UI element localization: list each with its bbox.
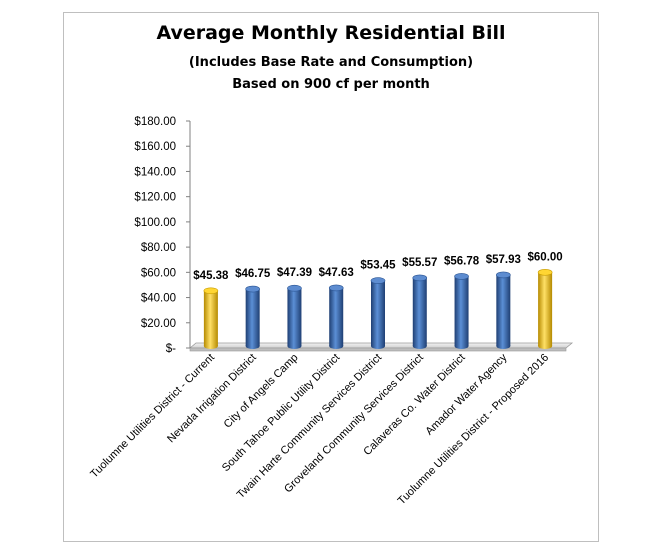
bar-top xyxy=(537,269,553,276)
bar-top xyxy=(245,285,260,293)
bar-base xyxy=(454,343,469,349)
bar xyxy=(287,284,302,349)
bar-top xyxy=(203,287,219,295)
bar xyxy=(370,277,386,349)
y-tick-label: $100.00 xyxy=(134,217,176,229)
bar-base xyxy=(412,343,427,349)
bar xyxy=(203,287,219,349)
bar-body xyxy=(287,288,302,346)
bar xyxy=(328,284,344,349)
bar-top xyxy=(328,284,344,292)
bar-body xyxy=(538,272,553,346)
data-label: $53.45 xyxy=(360,260,396,272)
bar-base xyxy=(538,343,553,349)
bar-base xyxy=(371,343,385,349)
x-tick-label: Amador Water Agency xyxy=(423,351,509,437)
bar-body xyxy=(371,280,385,346)
data-label: $55.57 xyxy=(402,257,437,269)
x-tick-label: City of Angels Camp xyxy=(222,352,301,431)
bar-base xyxy=(203,343,218,349)
bar xyxy=(454,273,469,349)
bar-base xyxy=(496,343,511,349)
bar-top xyxy=(454,273,469,280)
data-label: $46.75 xyxy=(235,268,271,280)
bar-body xyxy=(329,287,344,346)
chart-title: Average Monthly Residential Bill xyxy=(156,22,506,44)
y-tick-label: $20.00 xyxy=(141,318,176,330)
data-label: $60.00 xyxy=(528,251,563,263)
bar-top xyxy=(287,284,302,292)
bar-body xyxy=(203,290,218,346)
bar-series xyxy=(203,269,553,349)
chart-subtitle: (Includes Base Rate and Consumption) xyxy=(188,55,474,70)
data-labels: $45.38 $46.75 $47.39 $47.63 $53.45 $55.57 $56.… xyxy=(193,251,562,281)
y-tick-label: $- xyxy=(166,343,176,355)
bar xyxy=(537,269,553,349)
x-tick-label: Tuolumne Utilities District - Proposed 2… xyxy=(396,352,552,508)
bar xyxy=(412,274,428,349)
data-label: $45.38 xyxy=(193,270,229,282)
y-tick-label: $80.00 xyxy=(141,242,176,254)
bar-top xyxy=(496,271,511,279)
bar-body xyxy=(245,289,260,346)
chart-subtitle-basis: Based on 900 cf per month xyxy=(232,77,430,92)
x-axis-ticks: Tuolumne Utilities District - CurrentNev… xyxy=(88,351,551,507)
data-label: $47.63 xyxy=(319,267,354,279)
bar-body xyxy=(412,277,427,346)
bar-base xyxy=(287,343,302,349)
x-tick-label: Twain Harte Community Services District xyxy=(235,352,384,501)
y-tick-label: $120.00 xyxy=(134,192,176,204)
data-label: $57.93 xyxy=(486,254,521,266)
bar-base xyxy=(245,343,260,349)
bar-body xyxy=(454,276,469,346)
y-tick-label: $40.00 xyxy=(141,293,176,305)
bar xyxy=(245,285,260,349)
y-axis: $- $20.00 $40.00 $60.00 $80.00 $100.00 $120.00… xyxy=(134,116,191,355)
y-tick-label: $60.00 xyxy=(141,267,176,279)
y-tick-label: $160.00 xyxy=(134,141,176,153)
y-tick-label: $140.00 xyxy=(134,166,176,178)
bar-top xyxy=(370,277,386,284)
y-tick-label: $180.00 xyxy=(134,116,176,128)
data-label: $47.39 xyxy=(277,267,312,279)
data-label: $56.78 xyxy=(444,255,480,267)
bar-top xyxy=(412,274,428,282)
bar-body xyxy=(496,274,511,346)
bar xyxy=(496,271,511,349)
bar-base xyxy=(329,343,344,349)
